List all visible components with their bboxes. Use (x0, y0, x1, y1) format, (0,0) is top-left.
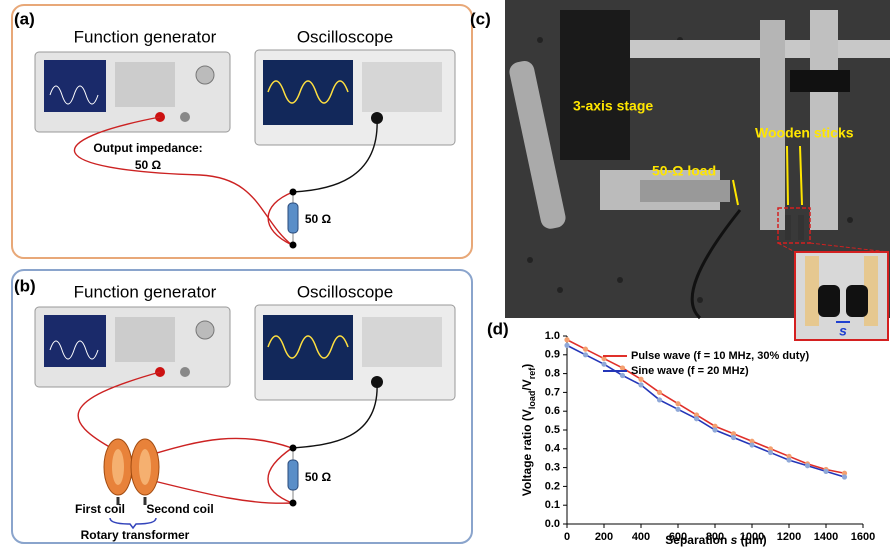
annotation: First coil (75, 502, 125, 516)
function-generator-icon (35, 52, 230, 132)
data-point (657, 390, 662, 395)
oscilloscope-icon (255, 305, 455, 400)
data-point (657, 397, 662, 402)
panel-label: (d) (487, 319, 509, 338)
y-axis-label: Voltage ratio (Vload/Vref) (520, 364, 537, 497)
annotation: Second coil (146, 502, 213, 516)
data-point (694, 416, 699, 421)
instrument-label: Oscilloscope (297, 27, 393, 46)
figure: (a) Function generator Oscilloscope Outp… (0, 0, 890, 548)
x-tick-label: 600 (669, 531, 687, 543)
photo-label: Wooden sticks (755, 125, 854, 141)
data-point (620, 373, 625, 378)
chart: 0.0 0.1 0.2 0.3 0.4 0.5 0.6 0.7 0.8 0.9 1.0 0 200 400… (545, 330, 876, 543)
legend-label: Sine wave (f = 20 MHz) (631, 365, 749, 377)
data-point (675, 407, 680, 412)
instrument-label: Oscilloscope (297, 282, 393, 301)
photo-label: 50-Ω load (652, 163, 716, 179)
data-point (786, 457, 791, 462)
y-tick-label: 0.8 (545, 368, 560, 380)
x-tick-label: 400 (632, 531, 650, 543)
panel-label: (c) (470, 9, 491, 28)
x-tick-label: 800 (706, 531, 724, 543)
resistor-icon (288, 203, 298, 233)
panel-label: (b) (14, 276, 36, 295)
inset-label: s (839, 323, 847, 339)
photo-label: 3-axis stage (573, 98, 653, 114)
y-tick-label: 0.2 (545, 480, 560, 492)
data-point (675, 401, 680, 406)
annotation: 50 Ω (305, 212, 332, 226)
node (290, 189, 297, 196)
data-point (749, 442, 754, 447)
annotation: 50 Ω (135, 158, 162, 172)
y-tick-label: 0.6 (545, 405, 560, 417)
oscilloscope-icon (255, 50, 455, 145)
node (290, 445, 297, 452)
node (290, 242, 297, 249)
x-tick-label: 0 (564, 531, 570, 543)
y-tick-label: 0.0 (545, 518, 560, 530)
instrument-label: Function generator (74, 27, 217, 46)
annotation: Output impedance: (93, 141, 202, 155)
instrument-label: Function generator (74, 282, 217, 301)
data-point (564, 343, 569, 348)
data-point (620, 365, 625, 370)
data-point (842, 474, 847, 479)
x-tick-label: 200 (595, 531, 613, 543)
data-point (638, 377, 643, 382)
annotation: 50 Ω (305, 470, 332, 484)
y-tick-label: 0.1 (545, 499, 560, 511)
y-tick-label: 0.7 (545, 386, 560, 398)
panel-label: (a) (14, 9, 35, 28)
data-point (583, 352, 588, 357)
x-tick-label: 1400 (814, 531, 838, 543)
y-tick-label: 0.3 (545, 462, 560, 474)
data-point (731, 435, 736, 440)
resistor-icon (288, 460, 298, 490)
y-tick-label: 0.5 (545, 424, 560, 436)
data-point (638, 382, 643, 387)
x-tick-label: 1200 (777, 531, 801, 543)
y-tick-label: 0.4 (545, 443, 561, 455)
node (290, 500, 297, 507)
data-point (564, 337, 569, 342)
annotation: Rotary transformer (81, 528, 190, 542)
data-point (823, 469, 828, 474)
data-point (583, 347, 588, 352)
data-point (768, 450, 773, 455)
y-tick-label: 1.0 (545, 330, 560, 342)
data-point (601, 362, 606, 367)
x-tick-label: 1000 (740, 531, 764, 543)
data-point (805, 463, 810, 468)
y-tick-label: 0.9 (545, 349, 560, 361)
x-tick-label: 1600 (851, 531, 875, 543)
data-point (712, 427, 717, 432)
function-generator-icon (35, 307, 230, 387)
legend-label: Pulse wave (f = 10 MHz, 30% duty) (631, 350, 810, 362)
